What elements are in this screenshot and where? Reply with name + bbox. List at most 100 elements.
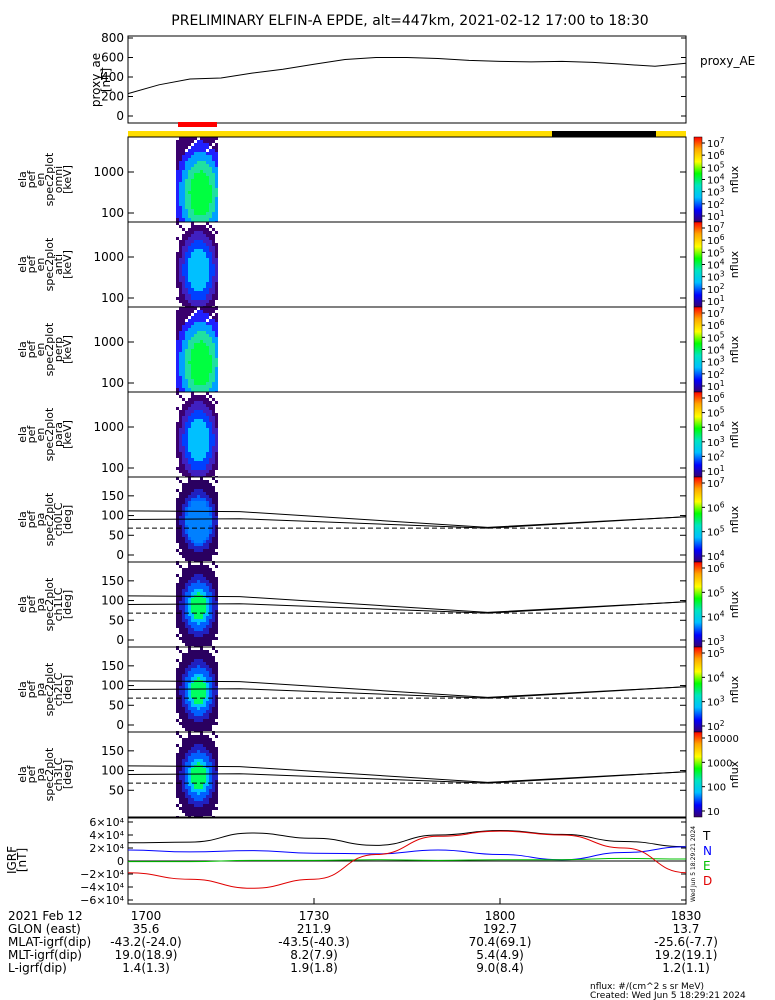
spec-cell — [209, 355, 212, 358]
spec-cell — [188, 291, 191, 294]
spec-cell — [182, 671, 185, 674]
spec-cell — [206, 313, 209, 316]
spec-cell — [191, 744, 194, 747]
spec-cell — [200, 483, 203, 486]
table-row: MLAT-igrf(dip) -43.2(-24.0) -43.5(-40.3) 70… — [8, 935, 718, 949]
spec-cell — [197, 249, 200, 252]
spec-cell — [191, 571, 194, 574]
spec-cell — [188, 346, 191, 349]
spec-cell — [206, 425, 209, 428]
spec-cell — [191, 610, 194, 613]
spec-cell — [188, 762, 191, 765]
spec-cell — [182, 774, 185, 777]
spec-cell — [215, 243, 218, 246]
spec-cell — [215, 498, 218, 501]
spec-cell — [179, 258, 182, 261]
spec-cell — [212, 404, 215, 407]
spec-cell — [194, 631, 197, 634]
spec-cell — [209, 722, 212, 725]
spec-cell — [185, 249, 188, 252]
spec-cell — [200, 443, 203, 446]
spec-cell — [188, 653, 191, 656]
spec-cell — [209, 197, 212, 200]
spec-cell — [179, 759, 182, 762]
spec-cell — [203, 801, 206, 804]
spec-cell — [182, 771, 185, 774]
spec-cell — [212, 191, 215, 194]
spec-cell — [212, 303, 215, 306]
spec-cell — [182, 741, 185, 744]
units-note: nflux: #/(cm^2 s sr MeV) — [590, 982, 704, 992]
spec-cell — [185, 401, 188, 404]
spec-cell — [200, 343, 203, 346]
spec-cell — [176, 452, 179, 455]
spec-cell — [209, 683, 212, 686]
spec-cell — [188, 540, 191, 543]
spec-cell — [212, 413, 215, 416]
spec-cell — [212, 361, 215, 364]
spec-cell — [203, 310, 206, 313]
spec-cell — [197, 352, 200, 355]
spec-cell — [215, 425, 218, 428]
spec-cell — [194, 604, 197, 607]
spec-panel-0: 1000100elapefenspec2plotomni[keV]1071061… — [16, 136, 741, 223]
spec-cell — [206, 185, 209, 188]
spec-cell — [197, 674, 200, 677]
spec-cell — [215, 449, 218, 452]
spec-cell — [209, 598, 212, 601]
spec-cell — [185, 546, 188, 549]
spec-cell — [179, 218, 182, 221]
spec-cell — [188, 810, 191, 813]
spec-cell — [206, 759, 209, 762]
spec-cell — [179, 297, 182, 300]
spec-cell — [203, 440, 206, 443]
y-tick-label: 100 — [101, 291, 124, 305]
spec-cell — [191, 282, 194, 285]
y-tick-label: 50 — [109, 783, 124, 797]
spec-cell — [200, 155, 203, 158]
spec-cell — [179, 200, 182, 203]
spec-cell — [212, 616, 215, 619]
spec-cell — [194, 804, 197, 807]
spec-cell — [185, 580, 188, 583]
spec-cell — [212, 425, 215, 428]
spec-cell — [191, 546, 194, 549]
spec-cell — [215, 246, 218, 249]
spec-cell — [194, 495, 197, 498]
spec-cell — [203, 707, 206, 710]
y-tick-label: 100 — [101, 679, 124, 693]
spec-cell — [182, 240, 185, 243]
spec-cell — [179, 789, 182, 792]
spec-cell — [191, 367, 194, 370]
spec-cell — [197, 698, 200, 701]
spec-cell — [215, 270, 218, 273]
spec-cell — [188, 728, 191, 731]
spec-cell — [185, 455, 188, 458]
spec-cell — [194, 379, 197, 382]
spec-cell — [209, 352, 212, 355]
spec-cell — [203, 191, 206, 194]
spec-cell — [188, 170, 191, 173]
spec-cell — [209, 777, 212, 780]
spec-cell — [194, 316, 197, 319]
spec-cell — [209, 783, 212, 786]
spec-cell — [194, 722, 197, 725]
spec-cell — [200, 316, 203, 319]
spec-cell — [194, 237, 197, 240]
spec-cell — [203, 452, 206, 455]
spec-cell — [176, 173, 179, 176]
spec-cell — [182, 379, 185, 382]
spec-cell — [194, 759, 197, 762]
spec-cell — [188, 343, 191, 346]
spec-cell — [206, 288, 209, 291]
spec-cell — [191, 574, 194, 577]
figure-title: PRELIMINARY ELFIN-A EPDE, alt=447km, 202… — [171, 13, 648, 29]
spec-cell — [176, 622, 179, 625]
spec-cell — [185, 470, 188, 473]
spec-cell — [188, 574, 191, 577]
spec-cell — [209, 325, 212, 328]
spec-cell — [188, 270, 191, 273]
spec-cell — [203, 155, 206, 158]
y-label-line: para — [52, 422, 65, 447]
